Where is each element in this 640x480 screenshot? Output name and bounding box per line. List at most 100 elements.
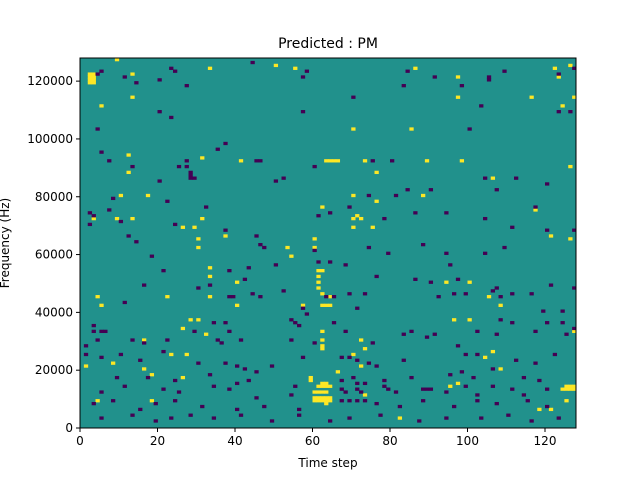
heatmap-cell-high: [126, 153, 131, 157]
heatmap-cell-low: [413, 211, 418, 215]
heatmap-cell-high: [328, 384, 333, 388]
heatmap-cell-high: [537, 407, 542, 412]
heatmap-cell-high: [328, 295, 333, 299]
heatmap-cell-high: [169, 352, 174, 357]
heatmap-cell-low: [254, 370, 259, 374]
heatmap-cell-low: [250, 60, 255, 65]
heatmap-cells: [83, 58, 577, 423]
y-tick-label: 80000: [35, 190, 73, 204]
heatmap-cell-low: [339, 387, 344, 391]
heatmap-cell-low: [157, 179, 162, 183]
heatmap-cell-low: [289, 338, 294, 342]
heatmap-cell-low: [483, 216, 488, 221]
heatmap-cell-low: [366, 193, 372, 198]
heatmap-cell-low: [165, 199, 170, 203]
heatmap-cell-high: [99, 303, 104, 307]
heatmap-cell-low: [289, 318, 294, 322]
heatmap-cell-low: [529, 419, 534, 423]
x-tick-label: 20: [150, 434, 165, 448]
y-tick-label: 40000: [35, 305, 73, 319]
heatmap-cell-high: [490, 349, 496, 354]
heatmap-cell-low: [510, 387, 515, 391]
heatmap-cell-high: [192, 225, 197, 229]
heatmap-cell-low: [196, 361, 201, 365]
heatmap-cell-low: [196, 286, 201, 290]
heatmap-cell-low: [444, 251, 449, 255]
heatmap-cell-low: [184, 164, 189, 169]
heatmap-cell-low: [262, 404, 267, 409]
heatmap-cell-high: [564, 384, 569, 388]
heatmap-cell-high: [498, 303, 503, 307]
heatmap-cell-low: [157, 78, 162, 82]
heatmap-cell-high: [572, 387, 577, 391]
heatmap-cell-low: [401, 84, 406, 88]
heatmap-cell-low: [215, 147, 220, 151]
heatmap-cell-low: [211, 384, 217, 388]
heatmap-cell-low: [556, 72, 561, 76]
heatmap-cell-high: [328, 159, 333, 163]
heatmap-cell-low: [355, 306, 360, 310]
heatmap-cell-low: [405, 188, 410, 192]
heatmap-cell-low: [328, 419, 333, 423]
heatmap-cell-high: [560, 104, 565, 108]
heatmap-cell-low: [269, 364, 275, 368]
heatmap-cell-low: [424, 335, 430, 339]
heatmap-cell-high: [207, 266, 213, 270]
x-tick-label: 120: [534, 434, 557, 448]
heatmap-cell-low: [424, 387, 430, 391]
heatmap-cell-low: [173, 399, 178, 403]
heatmap-cell-low: [122, 384, 127, 388]
heatmap-cell-high: [359, 216, 364, 221]
heatmap-cell-high: [184, 352, 189, 357]
heatmap-cell-low: [560, 321, 565, 325]
heatmap-cell-low: [223, 321, 228, 325]
heatmap-cell-low: [242, 277, 248, 281]
heatmap-cell-low: [103, 329, 108, 334]
heatmap-cell-high: [95, 399, 100, 403]
heatmap-cell-low: [95, 127, 100, 131]
heatmap-cell-high: [560, 387, 565, 391]
heatmap-cell-high: [421, 193, 426, 198]
heatmap-cell-low: [95, 72, 100, 76]
heatmap-cell-low: [107, 159, 112, 163]
heatmap-cell-low: [211, 416, 217, 420]
heatmap-cell-low: [444, 416, 449, 420]
heatmap-cell-high: [455, 75, 461, 79]
heatmap-cell-low: [393, 390, 399, 394]
heatmap-cell-high: [370, 225, 375, 229]
heatmap-cell-low: [374, 364, 379, 368]
heatmap-cell-low: [223, 228, 228, 232]
heatmap-cell-low: [122, 300, 127, 305]
heatmap-cell-low: [545, 404, 550, 409]
heatmap-cell-high: [126, 170, 131, 175]
heatmap-cell-low: [436, 295, 441, 299]
heatmap-cell-low: [506, 413, 511, 417]
heatmap-cell-high: [87, 78, 93, 82]
x-tick-label: 0: [76, 434, 84, 448]
chart-title: Predicted : PM: [278, 36, 378, 52]
heatmap-cell-low: [498, 295, 503, 299]
heatmap-cell-low: [475, 393, 480, 397]
heatmap-cell-low: [521, 393, 527, 397]
heatmap-cell-low: [173, 378, 178, 383]
heatmap-cell-low: [374, 401, 379, 406]
heatmap-cell-low: [215, 338, 220, 342]
heatmap-cell-high: [312, 396, 317, 400]
heatmap-cell-high: [316, 384, 321, 388]
heatmap-cell-low: [300, 75, 306, 79]
heatmap-cell-low: [300, 110, 306, 114]
heatmap-cell-high: [320, 338, 325, 342]
heatmap-cell-low: [273, 179, 279, 183]
heatmap-cell-low: [525, 399, 530, 403]
y-tick-label: 120000: [27, 74, 73, 88]
heatmap-cell-low: [134, 81, 139, 85]
heatmap-cell-high: [180, 326, 186, 331]
heatmap-cell-low: [204, 205, 209, 209]
heatmap-cell-high: [397, 416, 403, 420]
heatmap-cell-high: [374, 199, 379, 203]
heatmap-cell-low: [99, 150, 104, 154]
heatmap-cell-low: [355, 399, 360, 403]
heatmap-cell-high: [316, 280, 321, 284]
heatmap-cell-high: [204, 332, 209, 336]
heatmap-cell-low: [421, 387, 426, 391]
